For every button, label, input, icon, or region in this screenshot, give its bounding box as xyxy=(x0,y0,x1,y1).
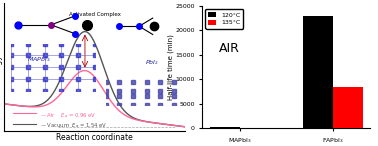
Text: PbI$_2$: PbI$_2$ xyxy=(145,59,159,67)
Text: — Air    $E_a$ = 0.96 eV: — Air $E_a$ = 0.96 eV xyxy=(40,111,96,120)
Text: MAPbI$_3$: MAPbI$_3$ xyxy=(27,55,51,64)
Y-axis label: Half-life time (min): Half-life time (min) xyxy=(167,34,174,100)
X-axis label: Reaction coordinate: Reaction coordinate xyxy=(56,133,133,142)
Text: AIR: AIR xyxy=(219,42,240,55)
Bar xyxy=(303,16,333,128)
Legend: 120°C, 135°C: 120°C, 135°C xyxy=(205,9,243,29)
Bar xyxy=(333,87,363,128)
Text: Activated Complex: Activated Complex xyxy=(68,12,121,17)
Y-axis label: Energy: Energy xyxy=(0,54,2,81)
Bar xyxy=(210,127,240,128)
Text: — Vacuum  $E_a$ = 1.54 eV: — Vacuum $E_a$ = 1.54 eV xyxy=(40,122,107,130)
